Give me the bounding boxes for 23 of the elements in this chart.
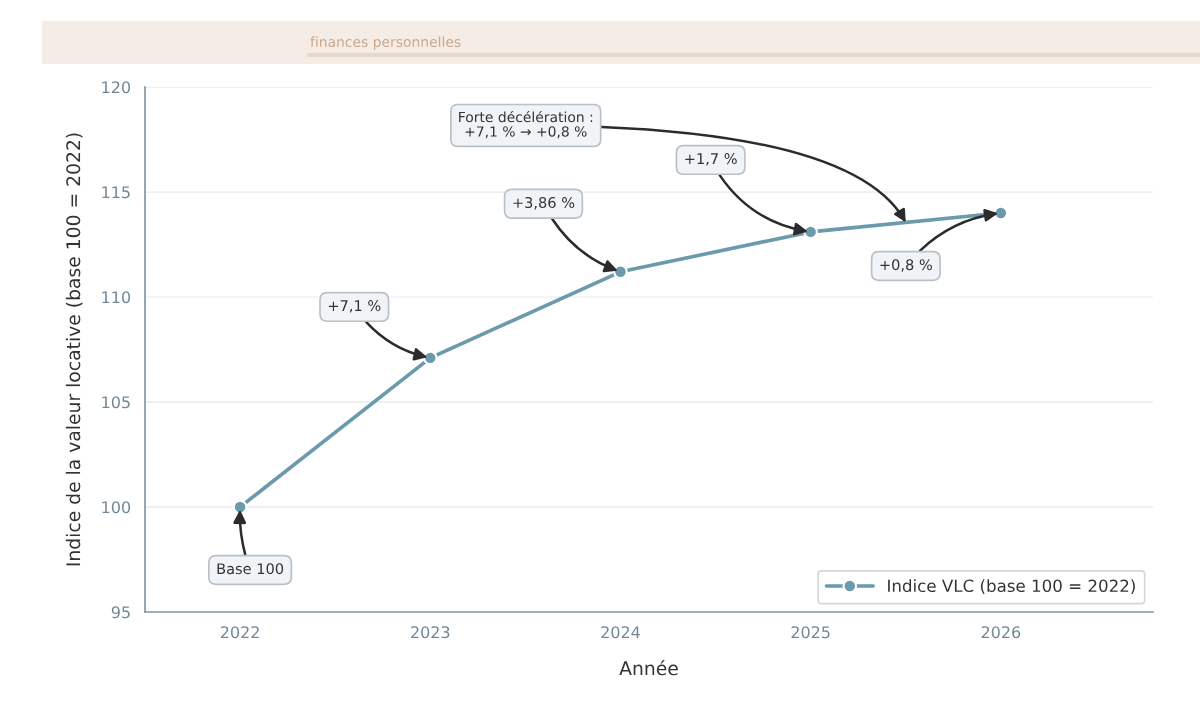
x-tick-label: 2026 — [981, 626, 1021, 639]
annotation: Forte décélération : +7,1 % → +0,8 % — [459, 110, 593, 139]
annotation: +7,1 % — [328, 300, 381, 313]
x-tick-label: 2024 — [601, 626, 640, 639]
y-tick-label: 95 — [111, 606, 130, 619]
annotation: Base 100 — [217, 563, 284, 575]
annotation: +3,86 % — [513, 197, 575, 210]
y-axis-title: Indice de la valeur locative (base 100 = 2022) — [65, 133, 83, 566]
point — [232, 499, 248, 515]
x-tick-label: 2025 — [791, 626, 830, 639]
y-tick-label: 100 — [102, 501, 131, 514]
x-tick-label: 2023 — [411, 626, 450, 639]
y-tick-label: 115 — [102, 186, 130, 199]
annotation: +0,8 % — [880, 259, 932, 272]
x-tick-label: 2022 — [220, 626, 259, 639]
legend-label: Indice VLC (base 100 = 2022) — [888, 579, 1135, 595]
y-tick-label: 105 — [102, 396, 130, 409]
y-tick-label: 110 — [102, 291, 131, 304]
y-tick-label: 120 — [102, 81, 131, 94]
x-axis-title: Année — [619, 660, 678, 676]
annotation: +1,7 % — [685, 153, 737, 166]
point — [422, 350, 438, 366]
chart-subtitle: finances personnelles — [310, 36, 461, 50]
